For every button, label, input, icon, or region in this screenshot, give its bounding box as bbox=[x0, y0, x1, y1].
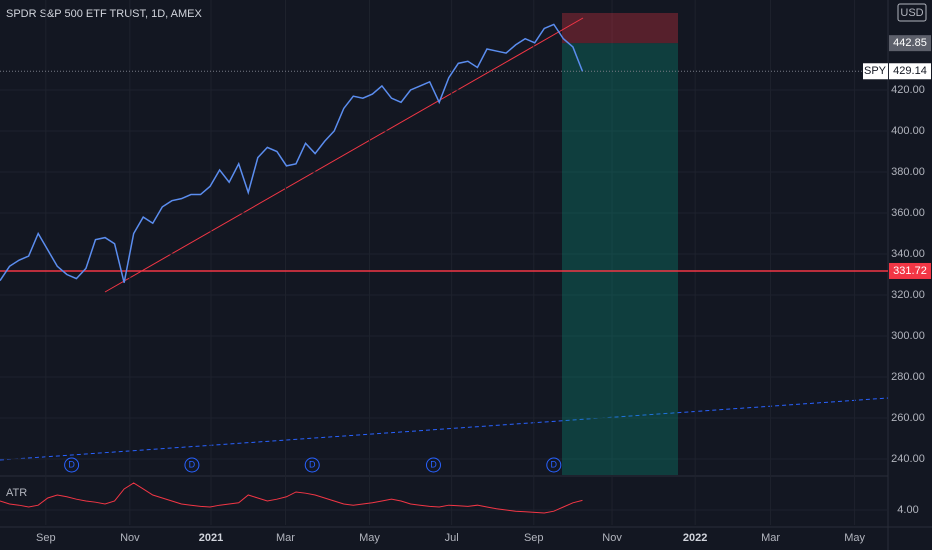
y-tick-label: 240.00 bbox=[891, 453, 925, 465]
y-tick-label: 360.00 bbox=[891, 207, 925, 219]
currency: USD bbox=[900, 7, 923, 19]
dividend-label: D bbox=[430, 459, 437, 469]
x-tick-label: 2021 bbox=[199, 532, 223, 544]
x-tick-label: Nov bbox=[602, 532, 622, 544]
dividend-marker bbox=[425, 457, 441, 473]
atr-line bbox=[0, 482, 583, 514]
y-tick-label: 400.00 bbox=[891, 125, 925, 137]
dividend-marker bbox=[546, 457, 562, 473]
x-tick-label: Mar bbox=[276, 532, 295, 544]
chart-title: SPDR S&P 500 ETF TRUST, 1D, AMEX bbox=[6, 8, 202, 20]
y-tick-label: 340.00 bbox=[891, 248, 925, 260]
y-tick-label: 300.00 bbox=[891, 330, 925, 342]
x-tick-label: Sep bbox=[36, 532, 56, 544]
x-tick-label: Nov bbox=[120, 532, 140, 544]
dividend-marker bbox=[304, 457, 320, 473]
last-price-label: 429.14 bbox=[893, 65, 927, 77]
support-tag bbox=[889, 262, 931, 279]
x-tick-label: Jul bbox=[445, 532, 459, 544]
x-tick-label: Mar bbox=[761, 532, 780, 544]
x-tick-label: Sep bbox=[524, 532, 544, 544]
target-label: 442.85 bbox=[893, 37, 927, 49]
trend-line bbox=[104, 17, 584, 293]
dividend-label: D bbox=[551, 459, 558, 469]
symbol-tag bbox=[863, 63, 888, 80]
dividend-marker bbox=[184, 457, 200, 473]
currency-box[interactable] bbox=[897, 3, 927, 22]
target-tag bbox=[889, 35, 931, 52]
x-tick-label: 2022 bbox=[683, 532, 707, 544]
atr-tick-label: 4.00 bbox=[897, 504, 918, 516]
y-tick-label: 260.00 bbox=[891, 412, 925, 424]
atr-label: ATR bbox=[6, 487, 27, 499]
x-tick-label: May bbox=[359, 532, 380, 544]
support-label: 331.72 bbox=[893, 265, 927, 277]
x-tick-label: May bbox=[844, 532, 865, 544]
y-tick-label: 420.00 bbox=[891, 84, 925, 96]
dividend-label: D bbox=[189, 459, 196, 469]
y-tick-label: 320.00 bbox=[891, 289, 925, 301]
dividend-marker bbox=[64, 457, 80, 473]
dividend-label: D bbox=[68, 459, 75, 469]
y-tick-label: 380.00 bbox=[891, 166, 925, 178]
profit-zone bbox=[562, 43, 678, 475]
last-price-tag bbox=[889, 63, 931, 80]
dotted-trend-line bbox=[0, 397, 889, 461]
dividend-label: D bbox=[309, 459, 316, 469]
y-tick-label: 280.00 bbox=[891, 371, 925, 383]
stop-zone bbox=[562, 13, 678, 44]
symbol-label: SPY bbox=[864, 65, 887, 77]
price-line bbox=[0, 23, 584, 283]
